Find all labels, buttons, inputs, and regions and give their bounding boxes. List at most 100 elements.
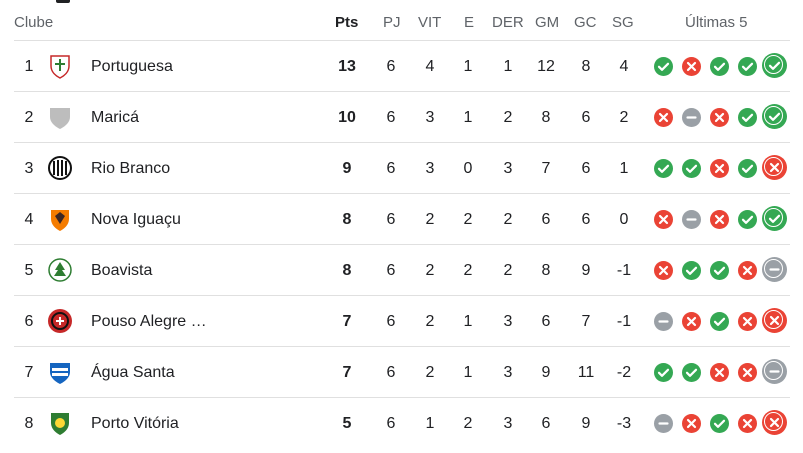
loss-x-icon[interactable] [682, 414, 701, 433]
stat-sg: 4 [619, 58, 629, 75]
stat-gm: 6 [541, 313, 551, 330]
draw-dash-icon[interactable] [762, 359, 787, 384]
table-row[interactable]: 6 Pouso Alegre … 7 6 2 1 3 6 7 -1 [14, 295, 790, 347]
loss-x-icon[interactable] [654, 261, 673, 280]
table-row[interactable]: 4 Nova Iguaçu 8 6 2 2 2 6 6 0 [14, 193, 790, 245]
stat-der: 3 [503, 313, 513, 330]
position: 4 [24, 211, 34, 228]
stat-gc: 8 [581, 58, 591, 75]
stat-gc: 9 [581, 415, 591, 432]
loss-x-icon[interactable] [710, 363, 729, 382]
win-check-icon[interactable] [710, 414, 729, 433]
rio-branco-crest-icon [47, 155, 73, 181]
win-check-icon[interactable] [762, 53, 787, 78]
win-check-icon[interactable] [738, 108, 757, 127]
col-vit: VIT [418, 14, 442, 31]
stat-pj: 6 [386, 313, 396, 330]
partial-header-glyph [56, 0, 70, 3]
win-check-icon[interactable] [710, 312, 729, 331]
col-der: DER [492, 14, 524, 31]
loss-x-icon[interactable] [654, 108, 673, 127]
loss-x-icon[interactable] [762, 308, 787, 333]
loss-x-icon[interactable] [762, 410, 787, 435]
loss-x-icon[interactable] [710, 210, 729, 229]
table-row[interactable]: 1 Portuguesa 13 6 4 1 1 12 8 4 [14, 40, 790, 92]
table-row[interactable]: 7 Água Santa 7 6 2 1 3 9 11 -2 [14, 346, 790, 398]
team-name[interactable]: Portuguesa [91, 58, 173, 75]
win-check-icon[interactable] [738, 57, 757, 76]
stat-gm: 8 [541, 109, 551, 126]
stat-gm: 6 [541, 211, 551, 228]
draw-dash-icon[interactable] [654, 312, 673, 331]
stat-e: 2 [463, 415, 473, 432]
loss-x-icon[interactable] [682, 312, 701, 331]
win-check-icon[interactable] [682, 159, 701, 178]
loss-x-icon[interactable] [654, 210, 673, 229]
marica-crest-icon [47, 104, 73, 130]
loss-x-icon[interactable] [738, 261, 757, 280]
loss-x-icon[interactable] [682, 57, 701, 76]
stat-vit: 3 [425, 109, 435, 126]
loss-x-icon[interactable] [710, 159, 729, 178]
table-row[interactable]: 5 Boavista 8 6 2 2 2 8 9 -1 [14, 244, 790, 296]
win-check-icon[interactable] [682, 261, 701, 280]
team-name[interactable]: Boavista [91, 262, 153, 279]
draw-dash-icon[interactable] [682, 108, 701, 127]
stat-gm: 7 [541, 160, 551, 177]
position: 8 [24, 415, 34, 432]
win-check-icon[interactable] [710, 261, 729, 280]
team-name[interactable]: Pouso Alegre … [91, 313, 207, 330]
table-row[interactable]: 3 Rio Branco 9 6 3 0 3 7 6 1 [14, 142, 790, 194]
stat-gc: 9 [581, 262, 591, 279]
stat-der: 2 [503, 211, 513, 228]
stat-pj: 6 [386, 58, 396, 75]
team-name[interactable]: Maricá [91, 109, 140, 126]
team-name[interactable]: Nova Iguaçu [91, 211, 181, 228]
win-check-icon[interactable] [738, 159, 757, 178]
loss-x-icon[interactable] [762, 155, 787, 180]
loss-x-icon[interactable] [738, 414, 757, 433]
loss-x-icon[interactable] [738, 312, 757, 331]
stat-sg: -2 [616, 364, 632, 381]
win-check-icon[interactable] [762, 206, 787, 231]
loss-x-icon[interactable] [710, 108, 729, 127]
team-name[interactable]: Rio Branco [91, 160, 171, 177]
stat-pts: 7 [342, 364, 352, 381]
col-pts: Pts [335, 14, 359, 31]
stat-vit: 2 [425, 262, 435, 279]
stat-sg: 1 [619, 160, 629, 177]
team-name[interactable]: Água Santa [91, 364, 175, 381]
stat-gc: 6 [581, 211, 591, 228]
win-check-icon[interactable] [762, 104, 787, 129]
table-row[interactable]: 2 Maricá 10 6 3 1 2 8 6 2 [14, 91, 790, 143]
stat-gc: 7 [581, 313, 591, 330]
position: 6 [24, 313, 34, 330]
win-check-icon[interactable] [654, 363, 673, 382]
stat-sg: -3 [616, 415, 632, 432]
win-check-icon[interactable] [738, 210, 757, 229]
win-check-icon[interactable] [710, 57, 729, 76]
stat-e: 1 [463, 109, 473, 126]
stat-vit: 4 [425, 58, 435, 75]
win-check-icon[interactable] [654, 159, 673, 178]
win-check-icon[interactable] [654, 57, 673, 76]
table-row[interactable]: 8 Porto Vitória 5 6 1 2 3 6 9 -3 [14, 397, 790, 449]
team-name[interactable]: Porto Vitória [91, 415, 179, 432]
position: 5 [24, 262, 34, 279]
agua-santa-crest-icon [47, 359, 73, 385]
loss-x-icon[interactable] [738, 363, 757, 382]
porto-vitoria-crest-icon [47, 410, 73, 436]
stat-pj: 6 [386, 211, 396, 228]
stat-gm: 12 [537, 58, 555, 75]
draw-dash-icon[interactable] [762, 257, 787, 282]
stat-gm: 6 [541, 415, 551, 432]
col-gc: GC [574, 14, 597, 31]
stat-e: 2 [463, 262, 473, 279]
draw-dash-icon[interactable] [654, 414, 673, 433]
nova-iguacu-crest-icon [47, 206, 73, 232]
stat-sg: -1 [616, 313, 632, 330]
stat-sg: 2 [619, 109, 629, 126]
position: 2 [24, 109, 34, 126]
win-check-icon[interactable] [682, 363, 701, 382]
draw-dash-icon[interactable] [682, 210, 701, 229]
